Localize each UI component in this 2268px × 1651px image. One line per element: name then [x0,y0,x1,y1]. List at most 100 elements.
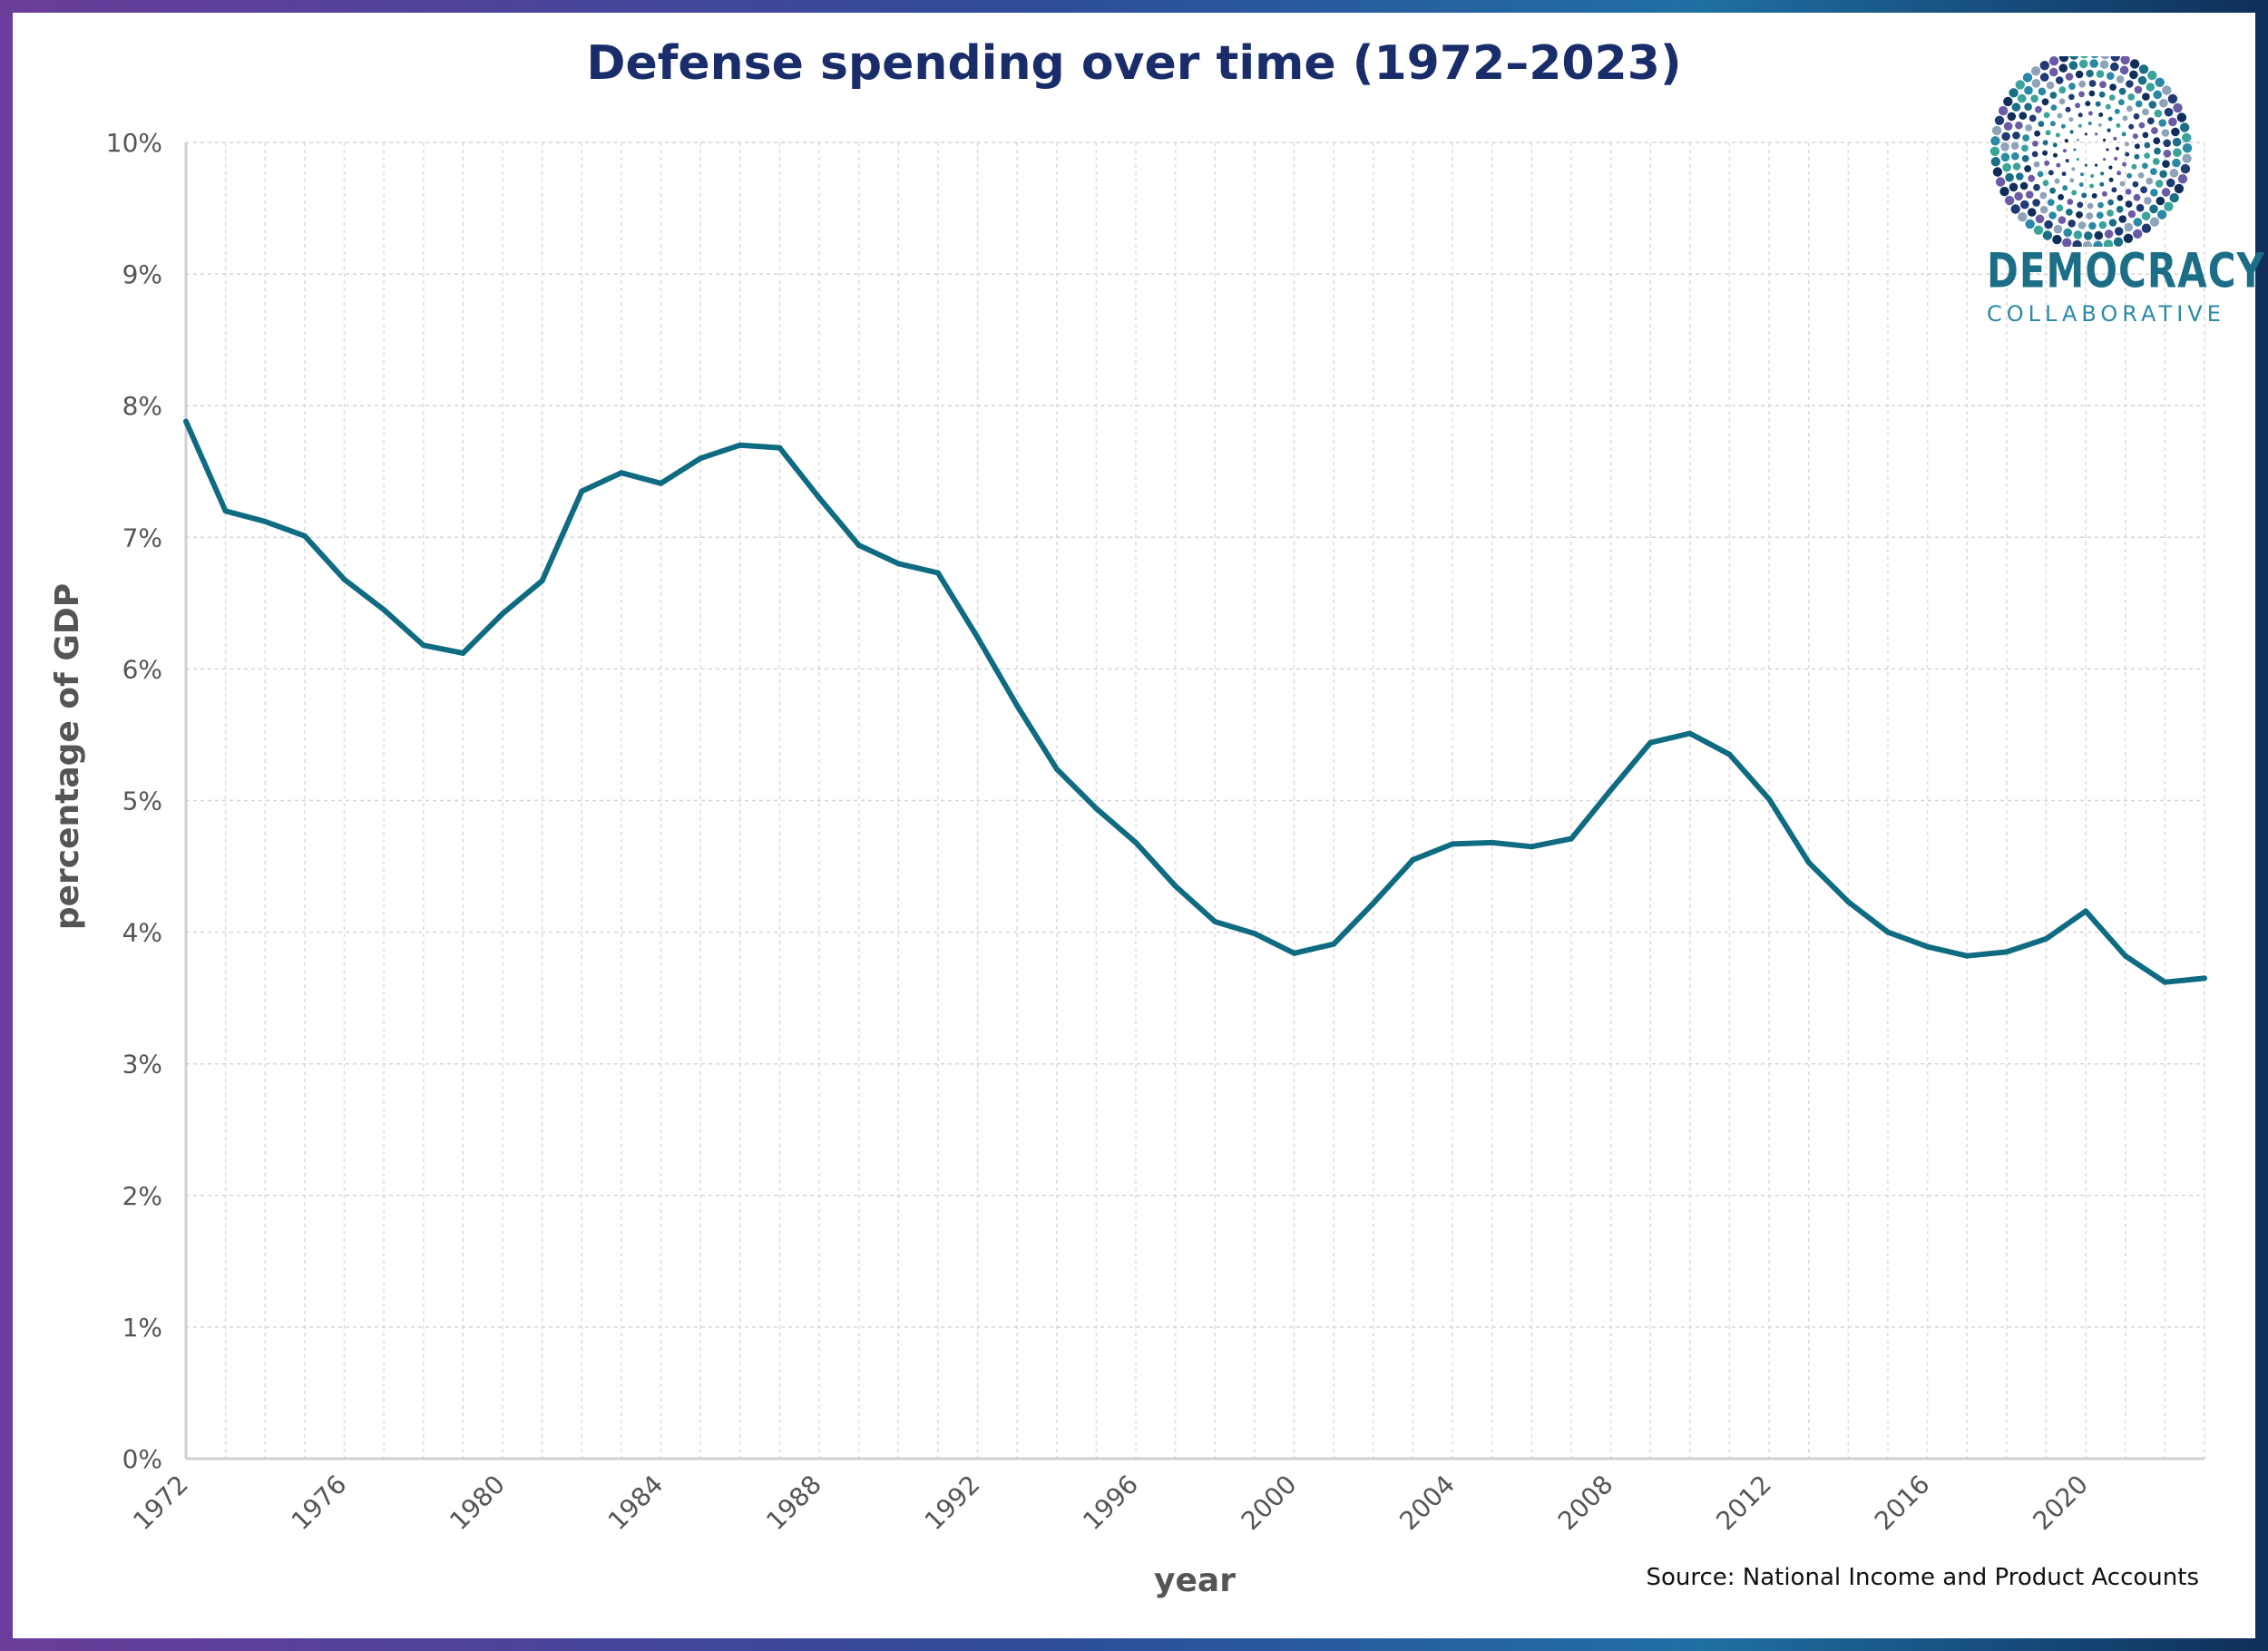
logo-dot [2025,219,2035,230]
logo-dot [2044,220,2053,230]
logo-dot [2119,65,2129,75]
logo-dot [2019,112,2028,120]
data-point [1686,730,1693,737]
data-point [1331,941,1337,947]
data-point [1726,751,1733,757]
logo-dot [2034,130,2040,137]
logo-dot [2089,48,2100,59]
logo-dot [2065,73,2074,81]
data-point [579,488,585,494]
logo-dot [2155,77,2165,87]
logo-dot [2058,64,2068,73]
data-point [1964,952,1970,959]
logo-dot [2012,132,2020,140]
logo-dot [2108,219,2117,227]
democracy-collaborative-logo: DEMOCRACY COLLABORATIVE [1987,48,2264,328]
logo-dot [2076,158,2079,161]
logo-dot [2088,221,2097,230]
logo-dot [2110,62,2119,72]
logo-dot [2150,189,2158,197]
data-point [698,455,704,462]
data-point [855,542,862,549]
logo-dot [2021,144,2028,152]
logo-dot [2182,132,2192,142]
y-axis-title: percentage of GDP [49,583,86,930]
logo-dot [2125,200,2133,208]
logo-dot [2148,101,2157,109]
logo-dot [2134,143,2140,150]
x-axis-title: year [1154,1562,1236,1599]
logo-dot [2116,194,2124,201]
data-point [1924,943,1931,950]
logo-dot [2047,199,2055,207]
data-point [2003,949,2009,955]
logo-dot [2122,161,2127,167]
logo-dot [1992,167,2003,177]
logo-dot [2062,185,2068,191]
logo-dot [2155,180,2164,188]
logo-dot [2038,87,2047,96]
data-point [737,442,743,448]
logo-dot [2182,143,2193,153]
logo-dot [2056,162,2061,168]
logo-dot [2135,100,2143,108]
logo-dot [2024,103,2032,111]
data-point [1212,918,1218,924]
logo-dot [2154,147,2161,155]
series-layer [183,418,2207,985]
logo-dot [2125,142,2129,147]
x-tick-label: 1992 [919,1470,986,1537]
x-tick-label: 2008 [1552,1470,1619,1537]
x-tick-labels: 1972 1976 1980 1984 1988 1992 1996 2000 2004 2008… [127,1470,2094,1537]
logo-dot [2003,96,2013,107]
logo-dot [2162,160,2170,168]
logo-dot [2025,190,2034,199]
logo-dot [2151,127,2158,134]
x-tick-label: 2020 [2027,1470,2094,1537]
logo-dot [2147,70,2157,81]
data-point [974,634,981,640]
logo-dot [2080,172,2085,177]
data-point [1370,900,1376,906]
logo-dot [2039,191,2048,200]
data-point [1845,899,1852,905]
logo-dot [2169,192,2179,203]
logo-dot [2118,87,2126,95]
logo-dot [2107,128,2111,132]
logo-dot [1994,115,2005,125]
logo-dot [2126,80,2134,88]
y-tick-label: 2% [122,1181,162,1211]
x-tick-label: 1984 [602,1470,670,1537]
x-tick-label: 2004 [1393,1470,1461,1537]
logo-dot [2049,121,2056,127]
logo-dot [2042,150,2048,156]
logo-dot [2021,154,2029,162]
logo-dot [2032,141,2038,147]
logo-dot [2115,146,2120,151]
logo-dot [2042,140,2048,146]
logo-dot [2068,50,2079,60]
logo-dot [2048,67,2058,77]
logo-subtitle: COLLABORATIVE [1987,301,2225,327]
logo-dot [2132,181,2139,188]
logo-dot [2137,172,2145,179]
logo-dot [2031,151,2038,158]
logo-dot [2142,132,2149,139]
logo-dot [2055,132,2060,138]
y-tick-label: 3% [122,1050,162,1080]
logo-dot [2062,238,2072,248]
logo-dot [2099,81,2107,89]
logo-dot [2078,59,2088,69]
logo-dot [1998,105,2009,116]
logo-dot [2138,64,2149,74]
logo-dot [2149,204,2158,214]
logo-dot [2079,49,2089,59]
y-tick-label: 6% [122,654,162,684]
logo-dot [2058,193,2064,200]
logo-dot [2171,127,2180,137]
logo-dot [2154,109,2163,118]
logo-dot [2099,181,2105,187]
data-point [301,532,308,539]
logo-dot [2081,192,2087,199]
